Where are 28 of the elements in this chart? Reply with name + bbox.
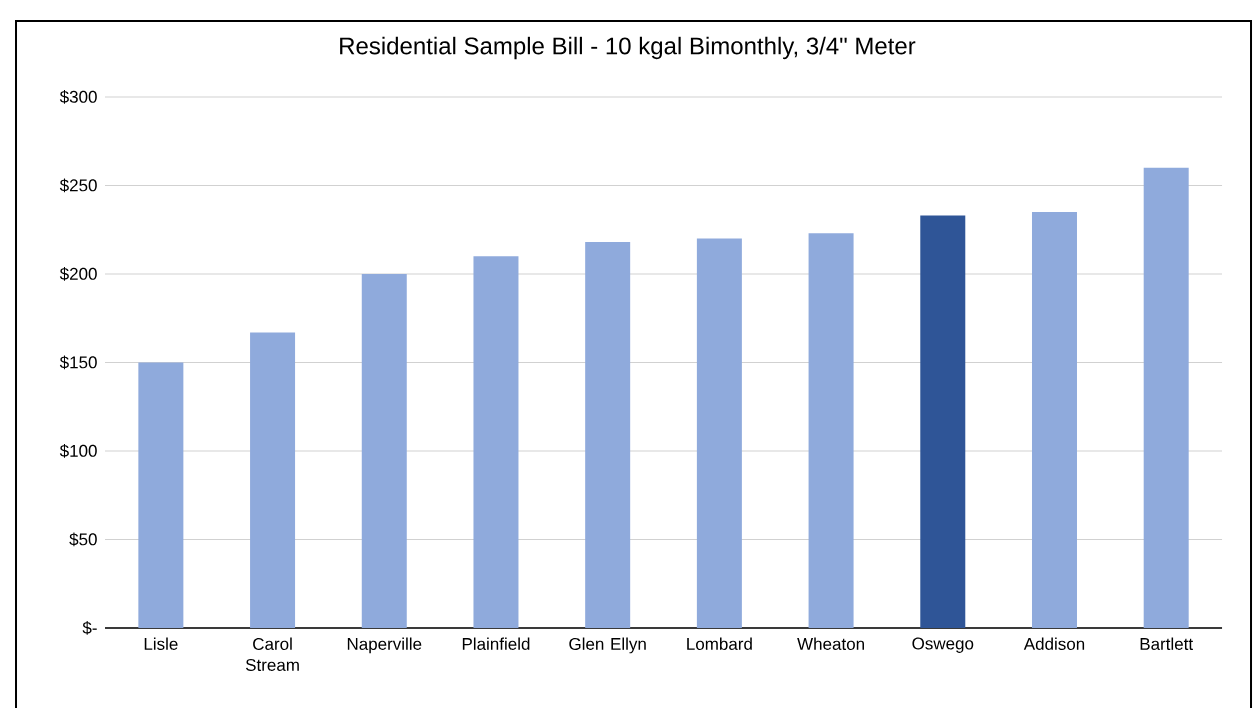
bar	[920, 215, 966, 628]
y-tick-label: $150	[59, 355, 97, 370]
y-tick-label: $200	[59, 267, 97, 281]
x-tick-label: Naperville	[347, 637, 422, 654]
y-tick-label: $50	[69, 532, 97, 547]
y-tick-label: $250	[59, 178, 97, 193]
x-tick-label: Addison	[1023, 637, 1085, 650]
x-tick-label: Oswego	[912, 637, 974, 653]
x-tick-label: Carol Stream	[245, 637, 299, 671]
y-tick-label: $100	[59, 444, 97, 458]
bar	[696, 238, 742, 628]
chart-title: Residential Sample Bill - 10 kgal Bimonthly, 3/4" Meter	[340, 36, 916, 60]
y-tick-label: $-	[82, 621, 97, 635]
bar	[473, 256, 519, 628]
bar	[138, 362, 184, 628]
x-tick-label: Bartlett	[1140, 637, 1193, 650]
x-tick-label: Wheaton	[797, 637, 864, 650]
bar	[808, 233, 854, 628]
bar	[1031, 212, 1077, 628]
x-tick-label: Lisle	[144, 637, 178, 650]
x-tick-label: Lombard	[687, 637, 752, 650]
bar	[250, 332, 296, 628]
x-tick-label: Plainfield	[462, 637, 530, 650]
bar	[1143, 167, 1189, 628]
x-tick-label: Glen Ellyn	[569, 637, 646, 654]
bar	[361, 273, 407, 628]
bar	[585, 242, 631, 628]
y-tick-label: $300	[59, 90, 97, 104]
